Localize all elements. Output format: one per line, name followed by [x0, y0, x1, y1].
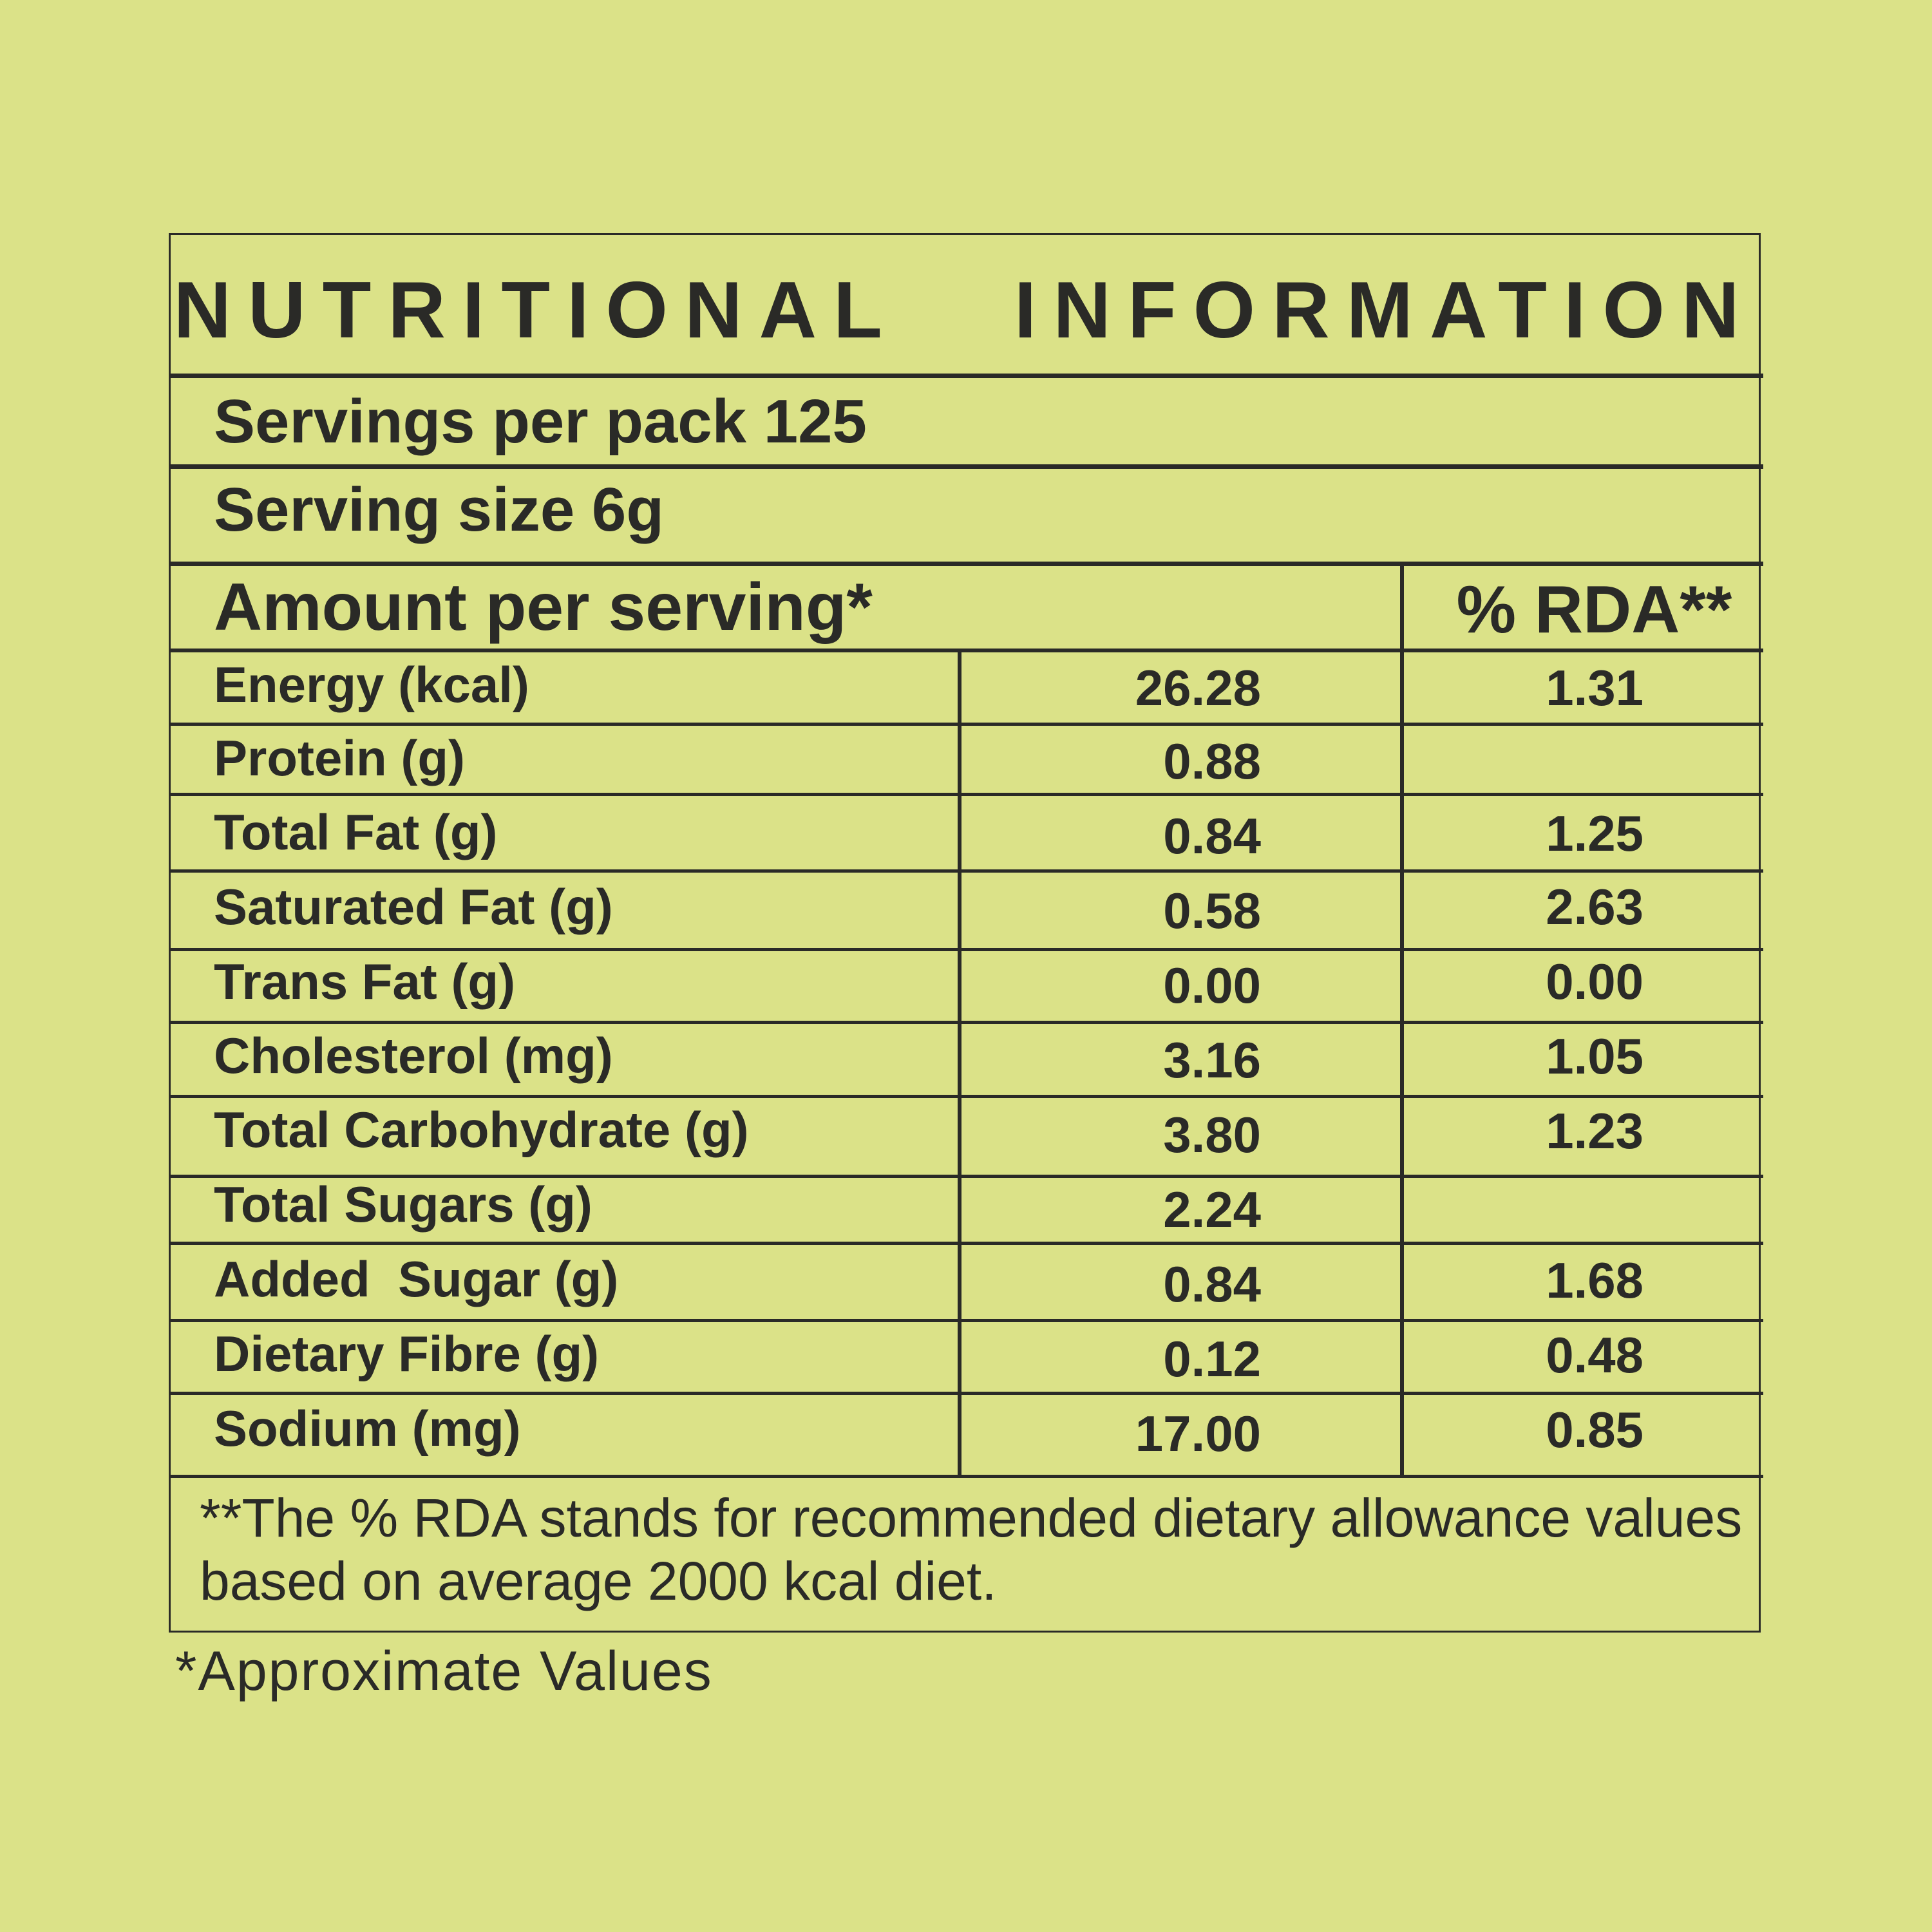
row-divider: [169, 1242, 1763, 1245]
label-title: NUTRITIONAL INFORMATION: [173, 266, 1756, 355]
nutrient-rda: 1.25: [1546, 805, 1643, 862]
nutrient-name: Cholesterol (mg): [214, 1027, 613, 1084]
nutrient-rda: 1.68: [1546, 1252, 1643, 1309]
nutrient-rda: 0.48: [1546, 1327, 1643, 1383]
nutrient-name: Total Sugars (g): [214, 1176, 592, 1233]
row-divider: [169, 869, 1763, 873]
row-divider: [169, 1095, 1763, 1098]
column-divider-amount: [958, 650, 961, 1477]
row-divider: [169, 1175, 1763, 1178]
row-divider: [169, 723, 1763, 726]
nutrient-amount: 0.88: [1163, 733, 1261, 790]
amount-per-serving-header: Amount per serving*: [214, 570, 873, 645]
divider-header: [169, 649, 1763, 652]
rda-footnote-line-2: based on average 2000 kcal diet.: [200, 1551, 997, 1611]
nutrient-name: Total Fat (g): [214, 804, 498, 860]
nutrient-amount: 3.80: [1163, 1106, 1261, 1163]
nutrient-amount: 0.84: [1163, 1256, 1261, 1312]
nutrient-amount: 17.00: [1135, 1405, 1261, 1462]
nutrient-amount: 26.28: [1135, 659, 1261, 716]
nutrient-name: Added Sugar (g): [214, 1251, 619, 1307]
nutrient-name: Dietary Fibre (g): [214, 1325, 600, 1382]
nutrient-rda: 0.00: [1546, 953, 1643, 1010]
approximate-values-note: *Approximate Values: [175, 1640, 713, 1702]
nutrient-amount: 0.58: [1163, 882, 1261, 939]
nutrient-rda: 0.85: [1546, 1401, 1643, 1458]
nutrient-name: Energy (kcal): [214, 656, 529, 713]
nutrient-name: Total Carbohydrate (g): [214, 1101, 749, 1158]
divider-title: [169, 374, 1763, 378]
row-divider: [169, 1021, 1763, 1024]
nutrient-rda: 1.05: [1546, 1028, 1643, 1084]
nutrient-amount: 0.00: [1163, 957, 1261, 1014]
nutrient-rda: 2.63: [1546, 878, 1643, 935]
nutrient-amount: 0.84: [1163, 808, 1261, 864]
divider-servings: [169, 464, 1763, 469]
nutrient-rda: 1.31: [1546, 659, 1643, 716]
nutrition-label-panel: [169, 233, 1761, 1633]
nutrient-amount: 0.12: [1163, 1331, 1261, 1387]
row-divider: [169, 948, 1763, 951]
nutrient-name: Sodium (mg): [214, 1400, 521, 1457]
divider-serving-size: [169, 562, 1763, 566]
nutrient-name: Trans Fat (g): [214, 953, 516, 1010]
rda-footnote-line-1: **The % RDA stands for recommended dieta…: [200, 1488, 1743, 1548]
rda-header: % RDA**: [1456, 573, 1732, 647]
nutrient-name: Saturated Fat (g): [214, 878, 613, 935]
serving-size: Serving size 6g: [214, 475, 664, 544]
nutrient-amount: 2.24: [1163, 1181, 1261, 1238]
row-divider-bottom: [169, 1475, 1763, 1478]
row-divider: [169, 793, 1763, 796]
nutrient-name: Protein (g): [214, 730, 465, 786]
nutrient-amount: 3.16: [1163, 1032, 1261, 1088]
servings-per-pack: Servings per pack 125: [214, 387, 867, 456]
row-divider: [169, 1392, 1763, 1395]
nutrient-rda: 1.23: [1546, 1103, 1643, 1159]
row-divider: [169, 1319, 1763, 1322]
